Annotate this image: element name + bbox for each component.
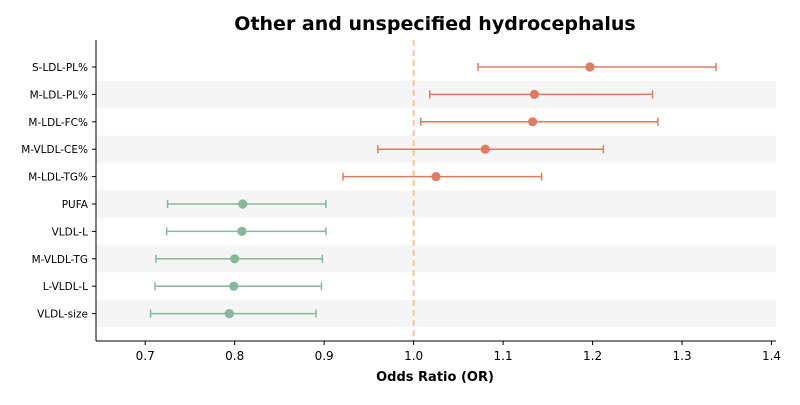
estimate-row bbox=[155, 254, 324, 264]
category-label: M-VLDL-CE% bbox=[21, 144, 88, 156]
category-label: M-VLDL-TG bbox=[32, 254, 88, 266]
estimate-row bbox=[377, 144, 605, 154]
category-label: M-LDL-FC% bbox=[28, 117, 88, 129]
category-label: M-LDL-TG% bbox=[28, 172, 88, 184]
x-tick-label: 1.4 bbox=[762, 349, 781, 363]
or-point bbox=[528, 117, 538, 127]
or-point bbox=[585, 62, 595, 72]
estimate-row bbox=[165, 226, 327, 236]
x-tick-label: 0.9 bbox=[315, 349, 334, 363]
estimate-row bbox=[166, 199, 327, 209]
x-axis-label: Odds Ratio (OR) bbox=[376, 370, 494, 385]
category-label: VLDL-size bbox=[37, 309, 88, 321]
estimate-row bbox=[154, 281, 323, 291]
estimate-row bbox=[342, 172, 543, 182]
x-tick-label: 0.8 bbox=[225, 349, 244, 363]
chart-title: Other and unspecified hydrocephalus bbox=[234, 13, 635, 35]
category-label: M-LDL-PL% bbox=[30, 89, 88, 101]
estimate-row bbox=[149, 309, 317, 319]
category-label: PUFA bbox=[62, 199, 89, 211]
x-tick-label: 1.2 bbox=[583, 349, 602, 363]
estimate-rows bbox=[149, 62, 717, 319]
or-point bbox=[230, 254, 240, 264]
x-tick-label: 1.1 bbox=[494, 349, 513, 363]
or-point bbox=[431, 172, 441, 182]
x-tick-label: 1.0 bbox=[404, 349, 423, 363]
estimate-row bbox=[420, 117, 659, 127]
category-label: VLDL-L bbox=[52, 226, 89, 238]
category-label: S-LDL-PL% bbox=[32, 62, 88, 74]
x-tick-label: 0.7 bbox=[136, 349, 155, 363]
axes: S-LDL-PL% M-LDL-PL% M-LDL-FC% M-VLDL-CE% M-L… bbox=[21, 40, 781, 363]
category-label: L-VLDL-L bbox=[43, 281, 88, 293]
or-point bbox=[237, 226, 247, 236]
or-point bbox=[529, 89, 540, 99]
or-point bbox=[224, 309, 234, 319]
estimate-row bbox=[428, 89, 654, 99]
x-tick-label: 1.3 bbox=[673, 349, 692, 363]
or-point bbox=[238, 199, 248, 209]
estimate-row bbox=[477, 62, 717, 72]
or-point bbox=[480, 144, 490, 154]
or-point bbox=[229, 281, 239, 291]
